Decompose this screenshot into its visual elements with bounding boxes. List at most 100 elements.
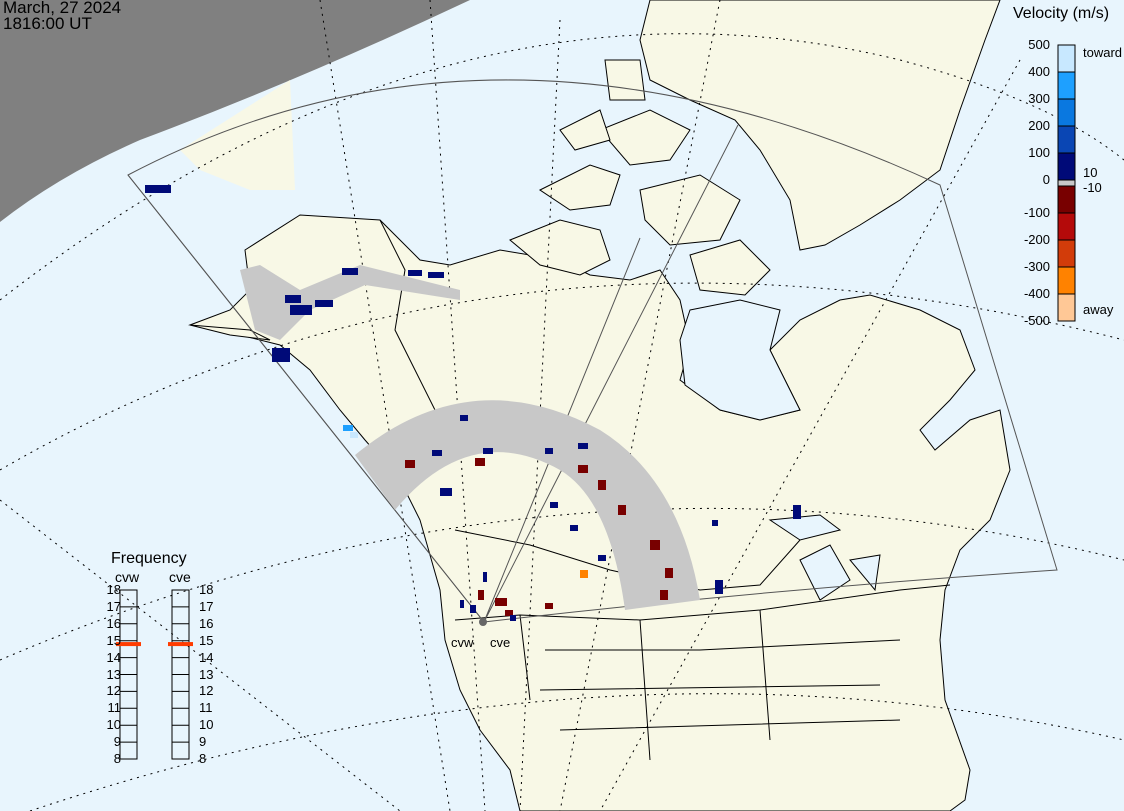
echo-cell <box>483 448 493 454</box>
echo-cell <box>650 540 660 550</box>
velocity-scale-title: Velocity (m/s) <box>1013 5 1110 22</box>
ground-scatter-region <box>240 265 460 340</box>
velocity-colorbar <box>1057 44 1076 322</box>
echo-cell <box>580 570 588 578</box>
colorbar-segment <box>1057 71 1076 100</box>
echo-cell <box>793 505 801 519</box>
date-label: March, 27 2024 <box>3 0 122 17</box>
echo-cell <box>715 580 723 594</box>
siberia-landmass <box>180 80 295 190</box>
colorbar-segment <box>1057 185 1076 214</box>
echo-cell <box>545 603 553 609</box>
radar-label-cvw: cvw <box>451 635 474 650</box>
time-label: 1816:00 UT <box>3 14 92 33</box>
colorbar-segment <box>1057 239 1076 268</box>
velocity-tick-label: -300 <box>1023 259 1050 274</box>
echo-cell <box>342 268 358 275</box>
velocity-tick-label: 0 <box>1042 172 1050 187</box>
echo-cell <box>428 272 444 278</box>
frequency-tick-label: 13 <box>199 666 214 682</box>
colorbar-segment <box>1057 125 1076 154</box>
echo-cell <box>470 605 476 613</box>
echo-cell <box>578 443 588 449</box>
frequency-tick-label: 10 <box>199 717 214 733</box>
echo-cell <box>545 448 553 454</box>
frequency-tick-label: 14 <box>106 649 121 665</box>
echo-cell <box>618 505 626 515</box>
frequency-marker <box>116 642 141 647</box>
echo-cell <box>510 615 516 621</box>
hudson-bay <box>679 299 801 421</box>
frequency-tick-label: 15 <box>106 632 121 648</box>
arctic-islands <box>509 59 771 296</box>
echo-cell <box>712 520 718 526</box>
frequency-tick-label: 12 <box>106 683 121 699</box>
frequency-radar-cve: cve <box>169 569 191 585</box>
colorbar-segment <box>1057 44 1076 73</box>
echo-cell <box>350 432 358 438</box>
velocity-tick-label: -400 <box>1023 286 1050 301</box>
colorbar-segment <box>1057 98 1076 127</box>
colorbar-segment <box>1057 266 1076 295</box>
colorbar-segment <box>1057 179 1076 187</box>
echo-cell <box>272 348 290 362</box>
echo-cell <box>660 590 668 600</box>
echo-cell <box>475 458 485 466</box>
echo-cell <box>598 555 606 561</box>
echo-cell <box>598 480 606 490</box>
echo-cell <box>145 185 171 193</box>
colorbar-segment <box>1057 152 1076 181</box>
colorbar-segment <box>1057 212 1076 241</box>
velocity-tick-label: 200 <box>1028 118 1050 133</box>
echo-cell <box>483 572 487 582</box>
echo-cell <box>505 610 513 616</box>
radar-label-cve: cve <box>490 635 511 650</box>
echo-cell <box>665 568 673 578</box>
echo-cells <box>145 185 801 621</box>
radar-site-marker <box>479 618 487 626</box>
frequency-tick-label: 14 <box>199 649 214 665</box>
colorbar-segment <box>1057 293 1076 322</box>
echo-cell <box>315 300 333 307</box>
velocity-tick-label: 100 <box>1028 145 1050 160</box>
echo-cell <box>570 525 578 531</box>
echo-cell <box>290 305 312 315</box>
frequency-tick-label: 16 <box>199 615 214 631</box>
echo-cell <box>460 600 464 608</box>
frequency-tick-label: 18 <box>106 582 121 597</box>
frequency-marker <box>168 642 193 647</box>
frequency-tick-label: 11 <box>199 700 213 716</box>
frequency-tick-label: 12 <box>199 683 214 699</box>
frequency-tick-label: 18 <box>199 582 214 597</box>
aleutian-peninsula <box>189 324 271 341</box>
great-lakes <box>768 514 881 601</box>
echo-cell <box>495 598 507 606</box>
frequency-tick-label: 13 <box>106 666 121 682</box>
echo-cell <box>285 295 301 303</box>
frequency-tick-label: 8 <box>199 751 207 766</box>
velocity-tick-label: -200 <box>1023 232 1050 247</box>
echo-cell <box>578 465 588 473</box>
frequency-tick-label: 15 <box>199 632 214 648</box>
velocity-tick-label: 300 <box>1028 91 1050 106</box>
night-region <box>0 0 470 222</box>
echo-cell <box>460 415 468 421</box>
echo-cell <box>408 270 422 276</box>
frequency-title: Frequency <box>111 550 187 567</box>
greenland-landmass <box>639 0 1001 251</box>
frequency-tick-label: 17 <box>106 598 121 614</box>
frequency-tick-label: 8 <box>113 751 121 766</box>
frequency-tick-label: 17 <box>199 598 214 614</box>
echo-cell <box>550 502 558 508</box>
velocity-tick-label: 400 <box>1028 64 1050 79</box>
velocity-tick-label: -500 <box>1023 313 1050 328</box>
map-title: March, 27 2024 1816:00 UT <box>3 0 121 32</box>
frequency-tick-label: 10 <box>106 717 121 733</box>
echo-cell <box>478 590 484 600</box>
velocity-tick-label: -100 <box>1023 205 1050 220</box>
echo-cell <box>432 450 442 456</box>
echo-cell <box>405 460 415 468</box>
frequency-tick-label: 9 <box>113 734 121 750</box>
echo-cell <box>343 425 353 431</box>
